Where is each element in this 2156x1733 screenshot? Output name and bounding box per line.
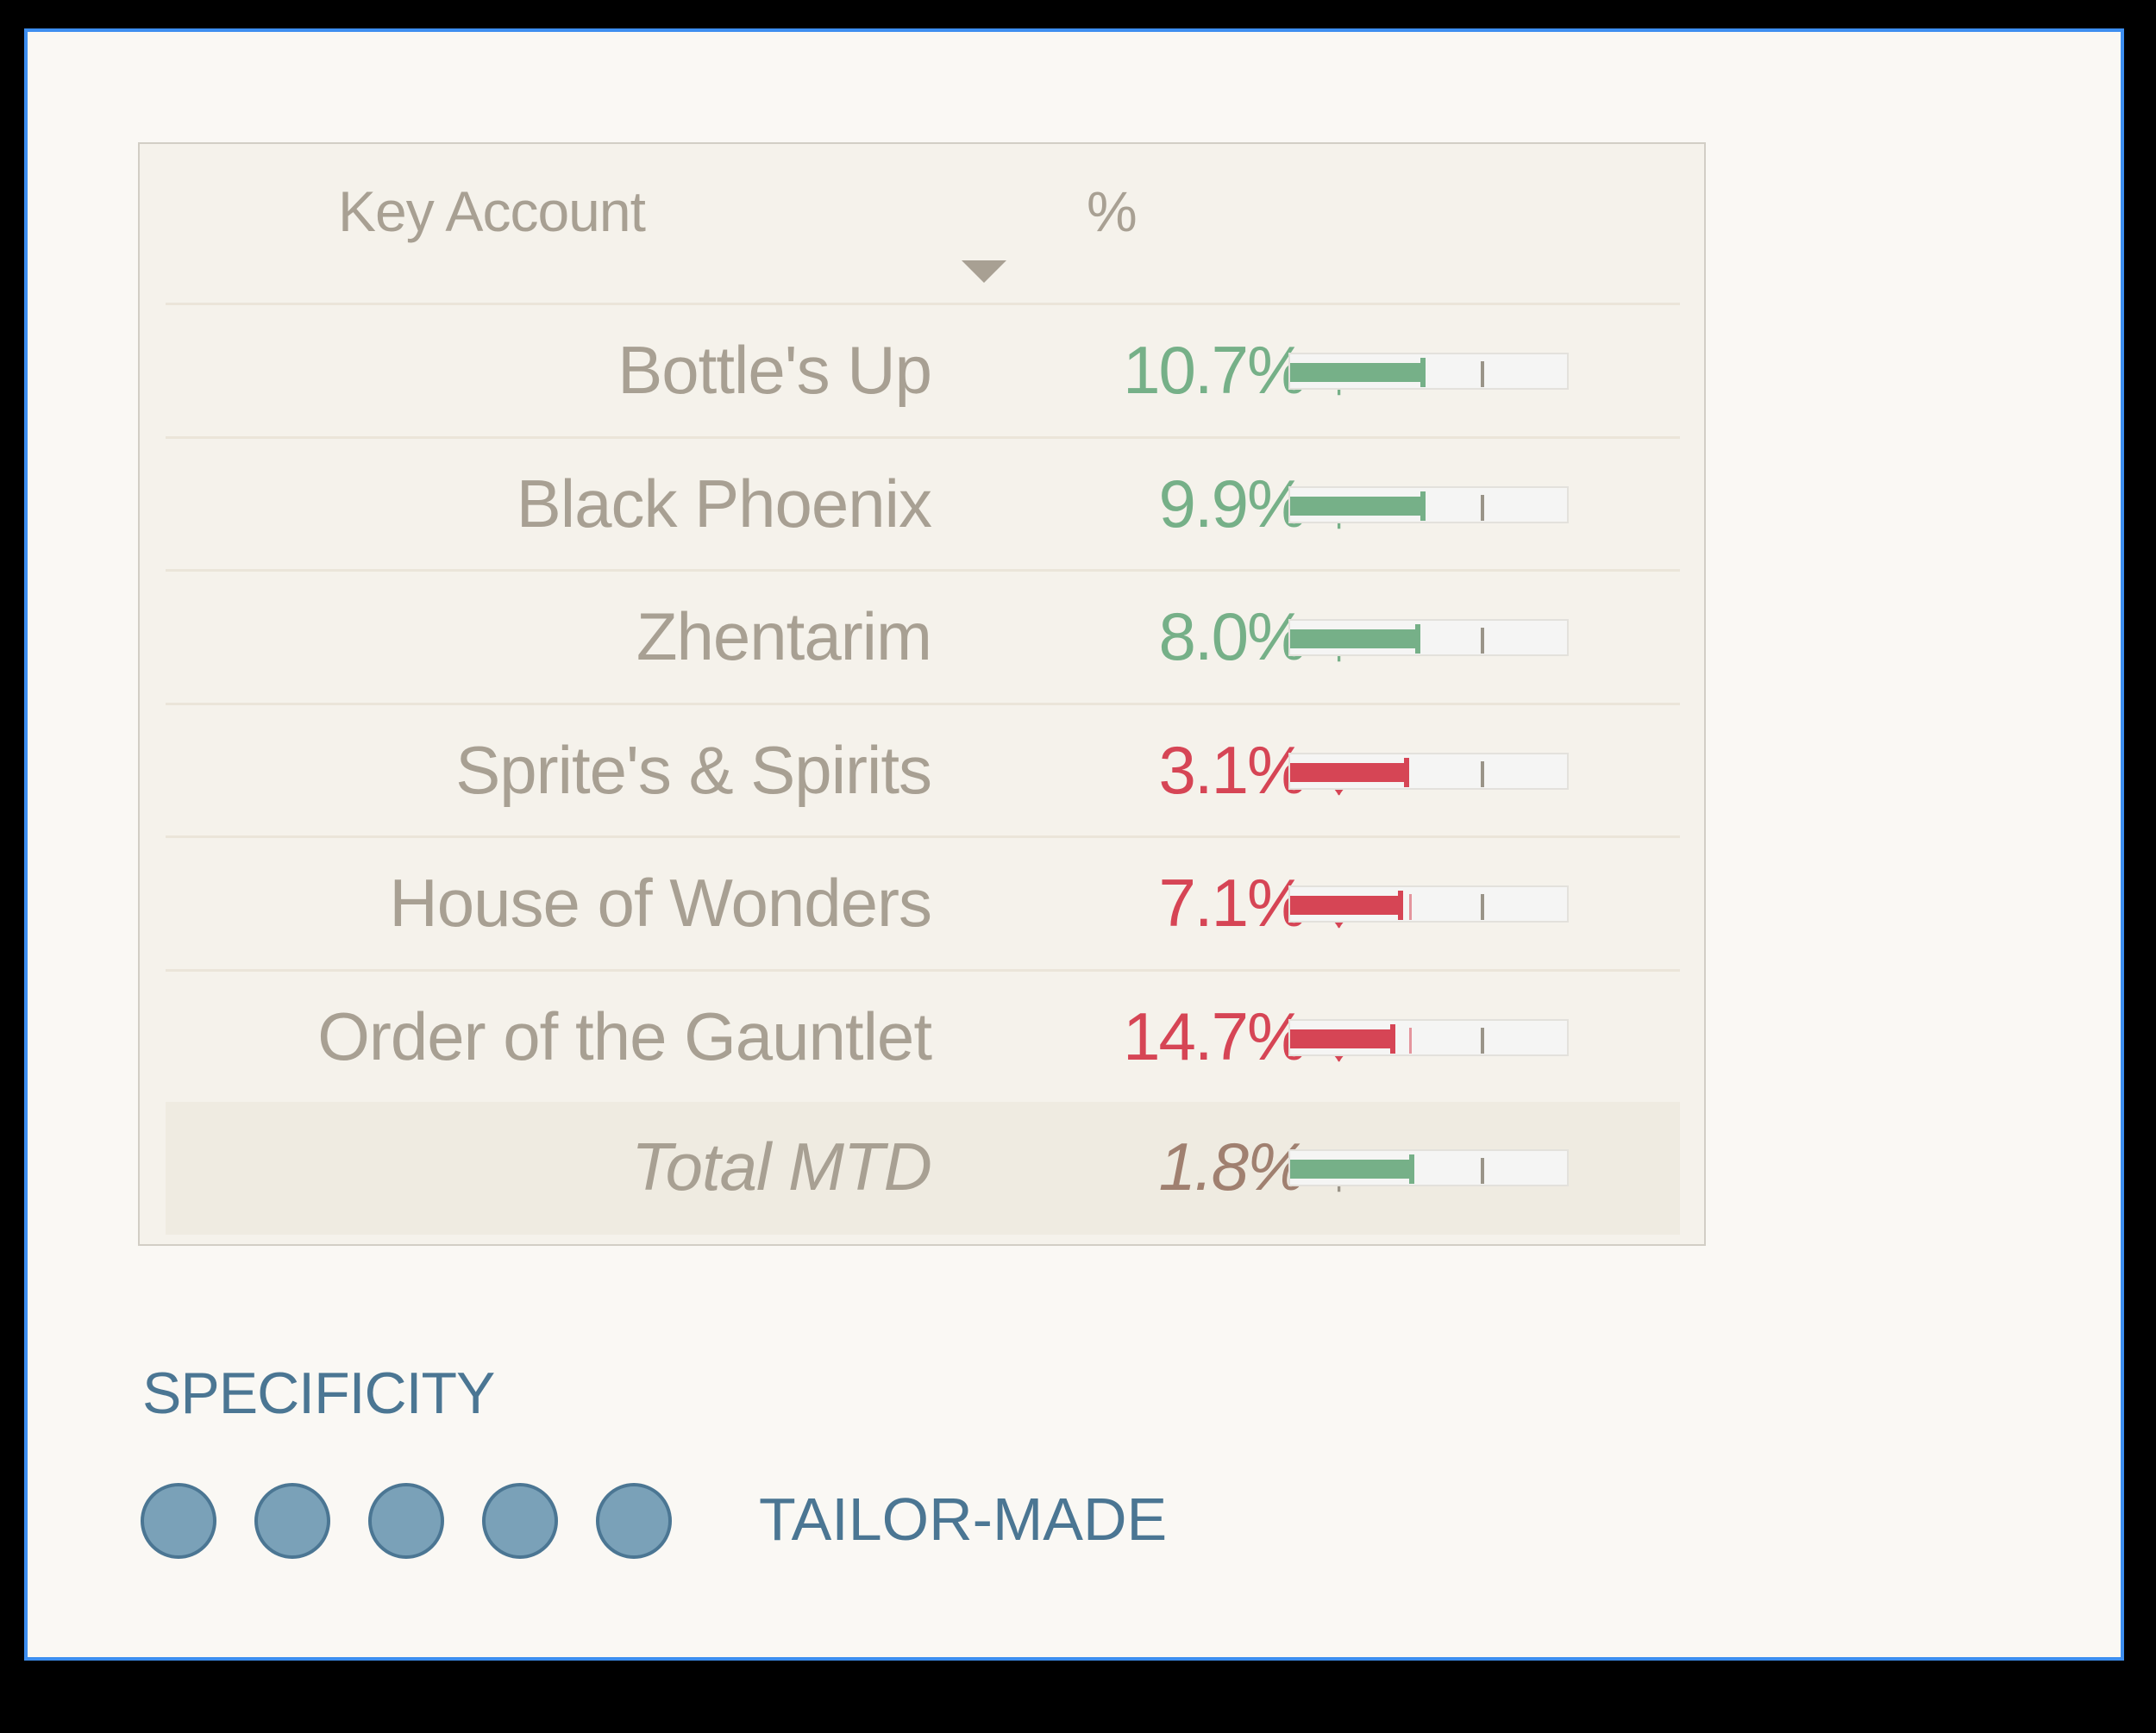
rating-dot-icon bbox=[368, 1483, 444, 1559]
bullet-chart bbox=[1288, 619, 1569, 656]
account-name: Sprite's & Spirits bbox=[455, 731, 932, 808]
bullet-chart bbox=[1288, 885, 1569, 923]
rating-dot-icon bbox=[596, 1483, 672, 1559]
table-row[interactable]: House of Wonders 7.1% ↓ bbox=[166, 835, 1680, 968]
bullet-bar bbox=[1290, 896, 1401, 915]
target-marker bbox=[1481, 1027, 1484, 1054]
card: Key Account % Bottle's Up 10.7% ↑ Black … bbox=[24, 28, 2124, 1661]
bullet-chart bbox=[1288, 1018, 1569, 1056]
bullet-bar-end bbox=[1409, 1154, 1415, 1184]
bullet-bar bbox=[1290, 762, 1407, 782]
target-marker bbox=[1481, 760, 1484, 787]
account-name: House of Wonders bbox=[389, 865, 932, 941]
bullet-bar bbox=[1290, 496, 1424, 516]
percent-value: 9.9% ↑ bbox=[1159, 465, 1356, 543]
previous-value-marker bbox=[1409, 1027, 1413, 1054]
bullet-bar-end bbox=[1420, 358, 1426, 387]
table-row[interactable]: Zhentarim 8.0% ↑ bbox=[166, 569, 1680, 702]
target-marker bbox=[1481, 1158, 1484, 1184]
target-marker bbox=[1481, 628, 1484, 654]
specificity-rating bbox=[141, 1483, 672, 1559]
previous-value-marker bbox=[1409, 894, 1413, 920]
account-name: Zhentarim bbox=[636, 598, 932, 674]
table-row[interactable]: Order of the Gauntlet 14.7% ↓ bbox=[166, 968, 1680, 1102]
rating-dot-icon bbox=[141, 1483, 216, 1559]
table-header: Key Account % bbox=[140, 144, 1704, 303]
target-marker bbox=[1481, 361, 1484, 387]
bullet-chart bbox=[1288, 353, 1569, 390]
table-row[interactable]: Black Phoenix 9.9% ↑ bbox=[166, 435, 1680, 569]
account-name: Bottle's Up bbox=[617, 332, 932, 408]
bullet-bar-end bbox=[1389, 1023, 1395, 1054]
specificity-value: TAILOR-MADE bbox=[759, 1486, 1168, 1553]
table-row[interactable]: Sprite's & Spirits 3.1% ↓ bbox=[166, 702, 1680, 835]
target-marker bbox=[1481, 494, 1484, 521]
target-marker bbox=[1481, 894, 1484, 920]
percent-value: 1.8% ↑ bbox=[1159, 1128, 1356, 1206]
rating-dot-icon bbox=[254, 1483, 330, 1559]
bullet-bar bbox=[1290, 629, 1418, 648]
bullet-chart bbox=[1288, 1149, 1569, 1186]
table-total-row[interactable]: Total MTD 1.8% ↑ bbox=[166, 1102, 1680, 1235]
sort-descending-icon[interactable] bbox=[962, 260, 1006, 283]
percent-value: 7.1% ↓ bbox=[1159, 864, 1356, 942]
bullet-bar bbox=[1290, 1029, 1393, 1048]
account-name: Order of the Gauntlet bbox=[317, 998, 932, 1074]
column-header-key-account[interactable]: Key Account bbox=[338, 179, 646, 243]
bullet-chart bbox=[1288, 485, 1569, 523]
bullet-bar-end bbox=[1398, 891, 1404, 920]
bullet-bar-end bbox=[1414, 624, 1420, 654]
bullet-chart bbox=[1288, 752, 1569, 790]
bullet-bar-end bbox=[1420, 491, 1426, 521]
rating-dot-icon bbox=[482, 1483, 558, 1559]
bullet-bar bbox=[1290, 363, 1424, 382]
column-header-percent[interactable]: % bbox=[1087, 179, 1138, 243]
account-name: Total MTD bbox=[631, 1129, 932, 1204]
bullet-bar-end bbox=[1403, 757, 1409, 787]
specificity-title: SPECIFICITY bbox=[142, 1361, 495, 1426]
key-account-table: Key Account % Bottle's Up 10.7% ↑ Black … bbox=[138, 142, 1706, 1246]
table-row[interactable]: Bottle's Up 10.7% ↑ bbox=[166, 303, 1680, 435]
bullet-bar bbox=[1290, 1160, 1413, 1179]
account-name: Black Phoenix bbox=[516, 465, 932, 541]
